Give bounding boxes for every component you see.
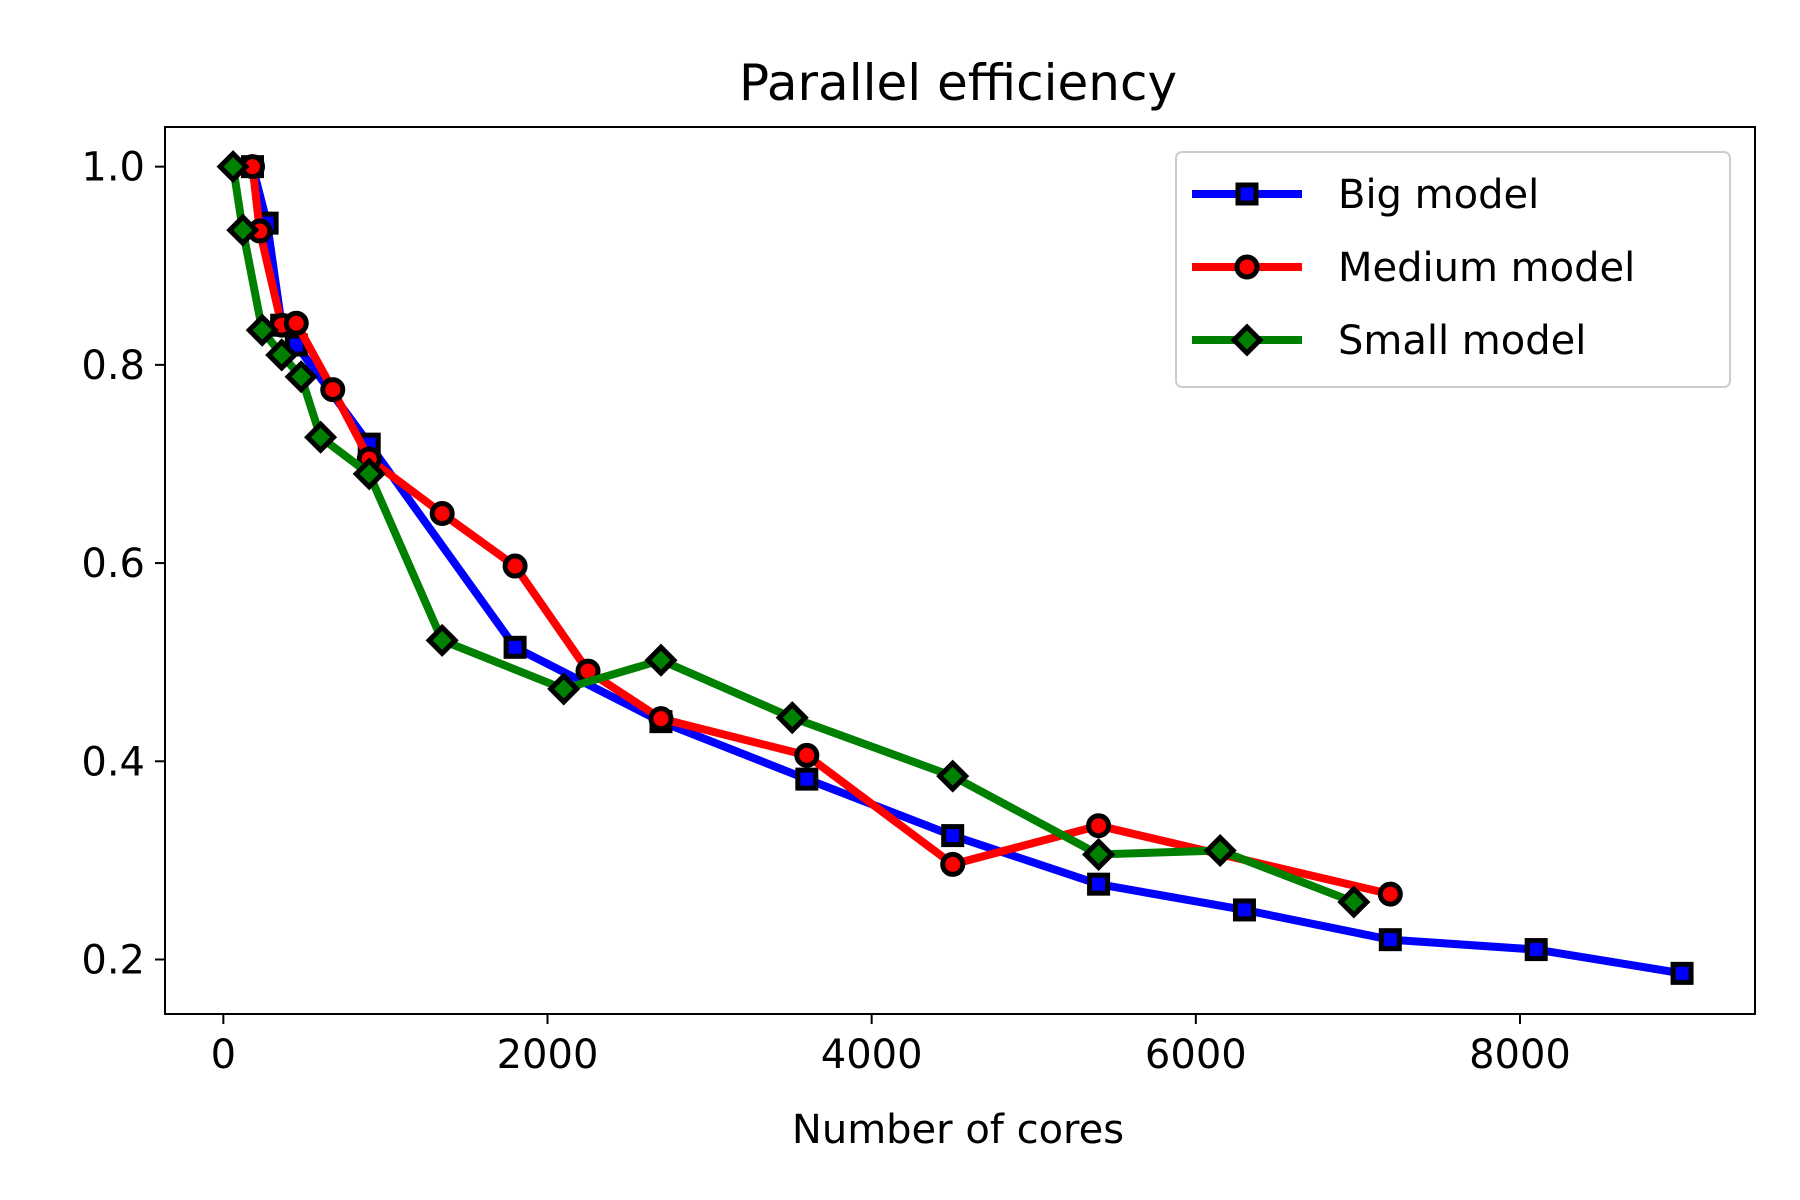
y-tick-label: 0.6 (81, 541, 145, 587)
data-point (320, 377, 346, 403)
legend-label: Small model (1338, 318, 1586, 364)
x-tick-label: 4000 (821, 1032, 923, 1078)
data-point (1337, 885, 1371, 919)
data-point (940, 851, 966, 877)
legend-label: Medium model (1338, 245, 1635, 291)
y-tick-label: 0.2 (81, 937, 145, 983)
data-point (1377, 881, 1403, 907)
data-point (284, 360, 318, 394)
y-axis: 0.2 0.4 0.6 0.8 1.0 (81, 145, 165, 983)
chart-title: Parallel efficiency (739, 54, 1177, 112)
y-tick-label: 0.8 (81, 343, 145, 389)
data-point (644, 643, 678, 677)
data-point (1524, 938, 1548, 962)
data-point (1087, 872, 1111, 896)
legend-box (1175, 151, 1731, 388)
data-point (502, 553, 528, 579)
data-point (503, 635, 527, 659)
x-tick-label: 8000 (1469, 1032, 1571, 1078)
data-point (936, 759, 970, 793)
data-point (775, 701, 809, 735)
data-point (1082, 837, 1116, 871)
data-point (648, 706, 674, 732)
data-point (304, 420, 338, 454)
data-point (283, 310, 309, 336)
legend: Big model Medium model Small model (1175, 151, 1731, 388)
data-point (794, 742, 820, 768)
data-point (1378, 928, 1402, 952)
legend-entry: Big model (1192, 172, 1539, 218)
data-point (216, 150, 250, 184)
data-point (425, 623, 459, 657)
legend-marker (1234, 254, 1260, 280)
legend-label: Big model (1338, 172, 1539, 218)
plot-frame (164, 126, 1756, 1015)
data-point (245, 313, 279, 347)
x-tick-label: 0 (211, 1032, 236, 1078)
data-point (429, 501, 455, 527)
legend-entry: Medium model (1192, 245, 1635, 291)
data-point (1086, 813, 1112, 839)
data-point (941, 824, 965, 848)
data-point (795, 767, 819, 791)
y-tick-label: 1.0 (81, 145, 145, 191)
data-point (547, 672, 581, 706)
legend-marker (1230, 323, 1264, 357)
data-point (265, 338, 299, 372)
legend-entry: Small model (1192, 318, 1586, 364)
y-tick-label: 0.4 (81, 739, 145, 785)
x-tick-label: 6000 (1145, 1032, 1247, 1078)
data-point (352, 457, 386, 491)
data-point (1670, 961, 1694, 985)
data-point (1203, 833, 1237, 868)
data-point (1232, 898, 1256, 922)
legend-marker (1235, 182, 1259, 206)
x-axis-label: Number of cores (792, 1107, 1124, 1153)
x-axis: 0 2000 4000 6000 8000 (211, 1014, 1571, 1078)
plot-area (216, 150, 1694, 985)
series-diamond (216, 150, 1371, 919)
x-tick-label: 2000 (497, 1032, 599, 1078)
data-point (226, 213, 260, 247)
